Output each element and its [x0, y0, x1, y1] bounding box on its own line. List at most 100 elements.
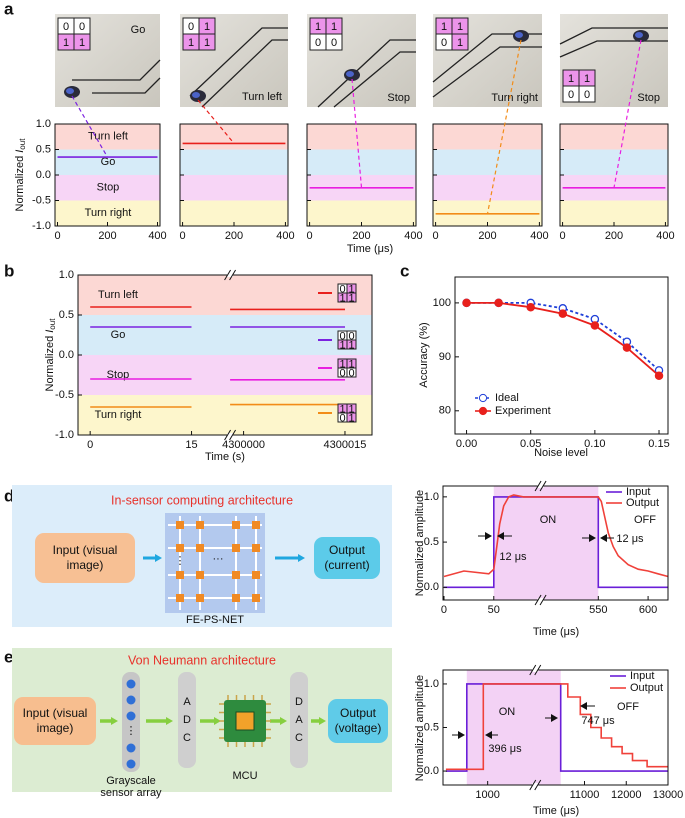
axis-break — [229, 269, 236, 281]
y-axis-label: Normalized amplitude — [414, 675, 426, 781]
ellipsis: ··· — [213, 553, 224, 565]
panel-label: d — [4, 486, 14, 505]
robot-top — [192, 92, 200, 98]
y-tick-label: 0.5 — [59, 309, 74, 321]
band — [560, 149, 668, 175]
band — [433, 175, 542, 201]
y-tick-label: 0.0 — [424, 581, 439, 593]
legend-marker — [478, 406, 488, 416]
matrix-digit: 1 — [79, 37, 85, 49]
annotation: 12 μs — [616, 533, 644, 545]
y-axis-label-text: Normalized — [44, 333, 56, 392]
matrix-cell — [578, 85, 596, 103]
x-tick-label: 50 — [488, 604, 500, 616]
band-label: Turn right — [85, 207, 132, 219]
band — [180, 149, 288, 175]
crossbar-node — [176, 571, 184, 579]
x-tick-label: 4300015 — [324, 439, 367, 451]
matrix-digit: 1 — [315, 21, 321, 33]
crossbar-node — [232, 594, 240, 602]
band — [560, 124, 668, 150]
axis-break-gap — [537, 598, 544, 602]
x-tick-label: 400 — [404, 230, 422, 242]
axis-break — [224, 429, 231, 441]
matrix-cell — [346, 412, 357, 423]
on-region — [466, 670, 561, 785]
matrix-digit: 1 — [204, 21, 210, 33]
output-box — [314, 537, 380, 579]
y-tick-label: 100 — [433, 297, 451, 309]
x-tick-label: 0.00 — [456, 438, 477, 450]
matrix-cell — [73, 33, 91, 51]
track — [317, 39, 416, 108]
x-axis-label: Time (s) — [205, 451, 245, 463]
band — [78, 395, 372, 435]
matrix-digit: 1 — [204, 37, 210, 49]
axis-break — [529, 664, 537, 676]
photo-label: Turn left — [242, 91, 282, 103]
band — [180, 175, 288, 201]
ellipsis: ⋮ — [175, 555, 186, 567]
connector — [486, 39, 522, 214]
x-tick-label: 0 — [307, 230, 313, 242]
matrix-digit: 1 — [584, 73, 590, 85]
dac-block — [290, 672, 308, 768]
y-tick-label: -0.5 — [32, 194, 51, 206]
y-axis-label-text: Normalized — [14, 153, 26, 212]
sensor-pixel — [126, 695, 136, 705]
dac-letter: C — [295, 732, 303, 744]
arrow-head — [458, 731, 465, 739]
track — [92, 77, 161, 94]
track — [201, 39, 288, 108]
crossbar-node — [232, 521, 240, 529]
adc-letter: C — [183, 732, 191, 744]
input-box — [35, 533, 135, 583]
arrow-head — [551, 714, 558, 722]
x-tick-label: 0 — [441, 604, 447, 616]
mcu-core — [235, 711, 255, 731]
annotation: 12 μs — [499, 551, 527, 563]
matrix-digit: 1 — [339, 403, 345, 415]
y-tick-label: 0.0 — [424, 765, 439, 777]
x-tick-label: 0.05 — [520, 438, 541, 450]
marker — [558, 309, 568, 318]
band — [55, 124, 160, 150]
y-axis-label: Normalized Iout — [44, 318, 57, 392]
crossbar-node — [196, 544, 204, 552]
arrow-head — [589, 534, 596, 542]
robot-top — [635, 32, 643, 38]
y-tick-label: 1.0 — [59, 269, 74, 281]
x-tick-label: 400 — [276, 230, 294, 242]
x-tick-label: 200 — [225, 230, 243, 242]
annotation: 396 μs — [488, 743, 522, 755]
band — [180, 200, 288, 226]
arrow-head — [485, 532, 492, 540]
matrix-digit: 1 — [457, 37, 463, 49]
axis-break-gap — [532, 783, 539, 787]
crossbar-node — [252, 521, 260, 529]
sensor-pixel — [126, 743, 136, 753]
band — [78, 355, 372, 395]
x-axis-label: Time (μs) — [533, 626, 579, 638]
band — [55, 175, 160, 201]
robot-top — [515, 32, 523, 38]
on-region — [493, 486, 599, 600]
plot-frame — [454, 276, 669, 435]
y-tick-label: 90 — [439, 351, 451, 363]
connector — [197, 99, 235, 144]
y-axis-label-var: I — [44, 330, 56, 333]
arrow-head — [319, 717, 326, 725]
axis-break — [224, 269, 231, 281]
matrix-digit: 1 — [348, 339, 354, 351]
photo-label: Stop — [637, 92, 660, 104]
panel-label: c — [400, 261, 409, 280]
annotation: ON — [540, 514, 557, 526]
x-tick-label: 0.15 — [648, 438, 669, 450]
arrow-head — [166, 717, 173, 725]
x-tick-label: 200 — [478, 230, 496, 242]
photo-label: Go — [131, 24, 146, 36]
track — [189, 27, 288, 97]
x-tick-label: 1000 — [475, 789, 499, 801]
axis-break-gap — [532, 668, 539, 672]
y-tick-label: 80 — [439, 405, 451, 417]
